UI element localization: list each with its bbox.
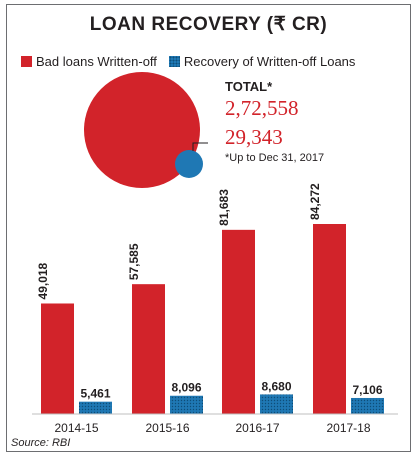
data-label-bad-2015-16: 57,585 (127, 243, 141, 280)
total-bad-value: 2,72,558 (225, 96, 299, 120)
x-tick-2016-17: 2016-17 (235, 421, 279, 435)
bar-bad-2015-16 (132, 284, 165, 414)
total-leader-line (192, 142, 208, 151)
legend-label-recovery: Recovery of Written-off Loans (183, 53, 356, 69)
legend-swatch-recovery (168, 55, 180, 67)
bar-recovery-2015-16 (170, 395, 203, 414)
bar-bad-2017-18 (313, 224, 346, 414)
data-label-recovery-2016-17: 8,680 (261, 379, 291, 393)
x-tick-2017-18: 2017-18 (326, 421, 370, 435)
chart-title: LOAN RECOVERY (₹ CR) (89, 14, 328, 35)
data-label-bad-2016-17: 81,683 (217, 189, 231, 226)
source-note: Source: RBI (11, 437, 71, 449)
total-bad-bubble (84, 72, 200, 188)
total-recovery-value: 29,343 (225, 125, 283, 149)
total-note: *Up to Dec 31, 2017 (225, 152, 325, 164)
data-label-recovery-2015-16: 8,096 (171, 381, 201, 395)
bar-recovery-2016-17 (260, 394, 293, 414)
data-label-recovery-2014-15: 5,461 (80, 387, 110, 401)
x-tick-2014-15: 2014-15 (54, 421, 98, 435)
data-label-bad-2014-15: 49,018 (36, 262, 50, 299)
bar-recovery-2017-18 (351, 397, 384, 414)
bar-bad-2016-17 (222, 229, 255, 414)
total-label: TOTAL* (225, 79, 273, 94)
legend-swatch-bad (21, 55, 32, 67)
data-label-bad-2017-18: 84,272 (308, 183, 322, 220)
legend: Bad loans Written-off Recovery of Writte… (21, 51, 407, 71)
chart-frame (6, 4, 411, 452)
legend-label-bad: Bad loans Written-off (36, 53, 157, 69)
bar-bad-2014-15 (41, 303, 74, 414)
data-label-recovery-2017-18: 7,106 (352, 383, 382, 397)
total-recovery-bubble (175, 150, 203, 178)
legend-item-recovery: Recovery of Written-off Loans (168, 53, 356, 69)
bar-recovery-2014-15 (79, 401, 112, 414)
x-tick-2015-16: 2015-16 (145, 421, 189, 435)
legend-item-bad: Bad loans Written-off (21, 54, 157, 69)
